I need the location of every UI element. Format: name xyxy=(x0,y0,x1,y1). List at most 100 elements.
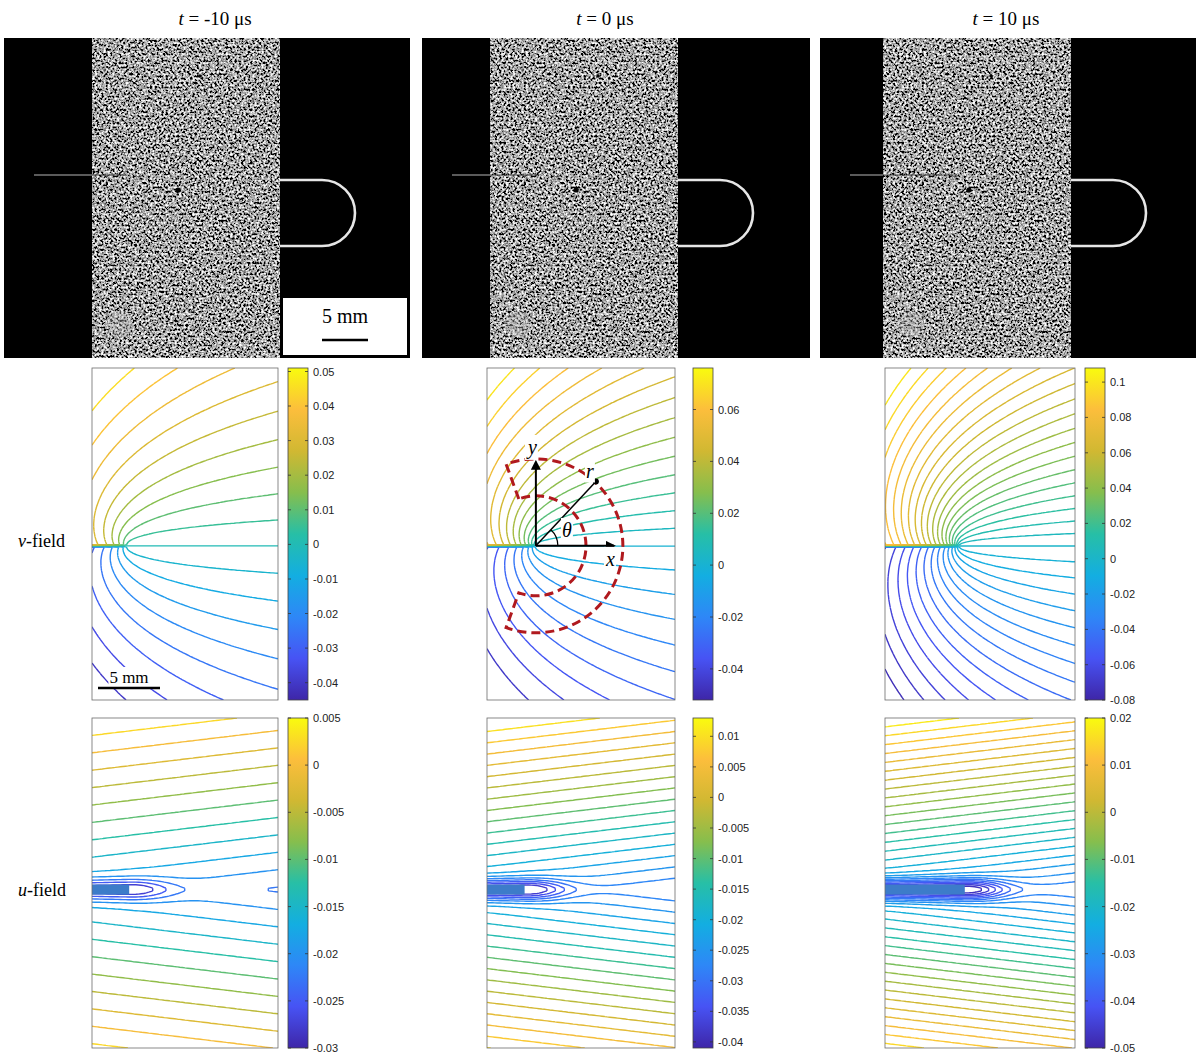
contour-line xyxy=(92,382,278,545)
colorbar-tick xyxy=(693,1041,713,1042)
colorbar-tick xyxy=(1085,417,1105,418)
colorbar-tick xyxy=(288,718,308,719)
contour-line xyxy=(92,368,235,480)
colorbar-tick-label: -0.05 xyxy=(1110,1042,1135,1054)
colorbar-tick-label: -0.005 xyxy=(313,806,344,818)
contour-line xyxy=(885,820,1075,960)
scale-bar-label: 5 mm xyxy=(109,668,148,687)
contour-line xyxy=(92,731,278,1049)
contour-line xyxy=(92,546,278,573)
colorbar-tick xyxy=(1085,1000,1105,1001)
contour-panel: -0.05-0.04-0.03-0.02-0.0100.010.02 xyxy=(885,712,1135,1054)
column-title: t = 0 μs xyxy=(576,8,633,29)
colorbar-tick xyxy=(288,371,308,372)
column-title: t = 10 μs xyxy=(973,8,1040,29)
colorbar-tick xyxy=(288,906,308,907)
contour-line xyxy=(885,546,1075,611)
scale-bar-box xyxy=(283,298,407,355)
contour-line xyxy=(885,546,1075,562)
contour-line xyxy=(487,368,515,400)
contour-line xyxy=(487,833,675,946)
colorbar-tick xyxy=(693,617,713,618)
contour-line xyxy=(92,882,166,897)
colorbar-tick xyxy=(1085,1048,1105,1049)
y-axis-arrow xyxy=(535,462,537,546)
loading-fixture xyxy=(280,180,355,246)
contour-line xyxy=(487,547,675,620)
colorbar-tick-label: 0 xyxy=(1110,806,1116,818)
contour-line xyxy=(487,765,675,1013)
colorbar-tick xyxy=(1085,859,1105,860)
contour-line xyxy=(92,765,278,1014)
contour-line xyxy=(92,885,153,895)
colorbar-tick xyxy=(693,858,713,859)
colorbar-tick-label: -0.04 xyxy=(1110,995,1135,1007)
colorbar-tick xyxy=(288,509,308,510)
contour-lines xyxy=(487,718,675,1048)
colorbar-tick-label: -0.04 xyxy=(313,677,338,689)
colorbar-tick-label: -0.04 xyxy=(718,1036,743,1048)
annotation-label: y xyxy=(526,436,537,459)
colorbar-tick xyxy=(693,980,713,981)
contour-line xyxy=(885,722,1075,1048)
colorbar-tick xyxy=(288,765,308,766)
row-label: u-field xyxy=(18,880,66,900)
colorbar-tick xyxy=(693,766,713,767)
contour-line xyxy=(92,547,223,700)
crack-line xyxy=(92,174,128,175)
contour-line xyxy=(487,754,675,1025)
contour-line xyxy=(885,368,1074,545)
colorbar-tick xyxy=(1085,523,1105,524)
italic-symbol: u xyxy=(18,880,27,900)
contour-line xyxy=(885,547,1075,646)
contour-line xyxy=(885,442,1075,545)
contour-line xyxy=(92,411,278,545)
contour-line xyxy=(92,748,278,1031)
colorbar-tick-label: 0.04 xyxy=(313,400,334,412)
colorbar-tick-label: 0.01 xyxy=(718,730,739,742)
contour-line xyxy=(885,766,1075,1013)
colorbar-tick xyxy=(288,406,308,407)
colorbar-tick xyxy=(1085,558,1105,559)
crack-marker xyxy=(885,885,965,895)
contour-line xyxy=(885,775,1075,1004)
colorbar-tick xyxy=(1085,629,1105,630)
contour-line xyxy=(92,547,278,630)
crack-line xyxy=(883,174,956,175)
contour-line xyxy=(92,546,278,601)
contour-panel: -0.03-0.025-0.02-0.015-0.01-0.00500.005 xyxy=(92,712,344,1054)
contour-lines xyxy=(885,368,1075,700)
contour-line xyxy=(92,494,278,546)
plot-background xyxy=(92,368,278,700)
colorbar-tick-label: 0 xyxy=(313,538,319,550)
contour-line xyxy=(487,777,675,1003)
contour-line xyxy=(885,368,928,430)
colorbar-tick-label: -0.04 xyxy=(1110,623,1135,635)
colorbar-tick-label: 0.02 xyxy=(1110,517,1131,529)
contour-line xyxy=(487,856,675,924)
contour-line xyxy=(487,880,576,900)
contour-line xyxy=(885,547,1075,664)
contour-line xyxy=(487,788,675,991)
contour-line xyxy=(487,732,675,1048)
contour-line xyxy=(885,547,945,700)
colorbar xyxy=(288,718,308,1048)
colorbar-tick xyxy=(288,579,308,580)
contour-lines xyxy=(92,368,278,700)
colorbar-tick-label: 0.04 xyxy=(1110,482,1131,494)
contour-line xyxy=(885,546,1075,627)
contour-line xyxy=(885,368,966,545)
contour-line xyxy=(92,547,278,659)
speckle-blob xyxy=(898,311,924,337)
colorbar-tick-label: 0 xyxy=(1110,553,1116,565)
contour-line xyxy=(487,720,675,1048)
colorbar-tick xyxy=(288,613,308,614)
colorbar-tick-label: -0.03 xyxy=(718,975,743,987)
contour-line xyxy=(487,368,644,545)
contour-line xyxy=(885,828,1075,950)
plot-background xyxy=(487,368,675,700)
contour-line xyxy=(885,740,1075,1040)
colorbar-tick-label: -0.015 xyxy=(718,883,749,895)
colorbar-tick-label: 0 xyxy=(718,559,724,571)
colorbar-tick-label: -0.01 xyxy=(1110,853,1135,865)
